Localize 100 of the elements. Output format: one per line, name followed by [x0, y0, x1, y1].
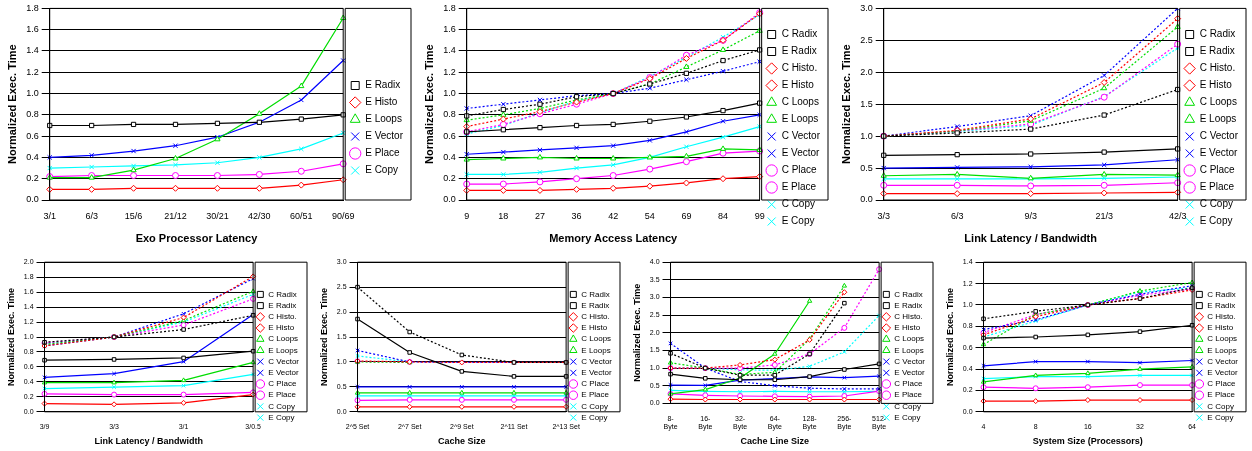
- x-tick-label: 69: [681, 210, 692, 221]
- y-tick-label: 1.2: [443, 66, 456, 77]
- y-axis-title: Normalized Exec. Time: [5, 44, 18, 165]
- y-tick-label: 1.0: [860, 130, 873, 141]
- x-tick-label: 27: [534, 210, 545, 221]
- y-axis-title: Normalized Exec. Time: [944, 288, 955, 386]
- legend-label: C Radix: [1207, 289, 1236, 299]
- legend-label: E Copy: [581, 412, 608, 422]
- y-tick-label: 1.8: [26, 2, 39, 13]
- x-tick-label: 3/1: [43, 210, 56, 221]
- x-axis-title: System Size (Processors): [1032, 436, 1143, 447]
- x-tick-label: 42/3: [1168, 210, 1187, 221]
- legend-label: C Radix: [268, 289, 297, 299]
- legend-label: E Loops: [581, 345, 611, 355]
- x-tick-label: 30/21: [206, 210, 229, 221]
- y-axis-title: Normalized Exec. Time: [839, 44, 852, 165]
- legend-label: C Loops: [581, 334, 612, 344]
- x-tick-label: 36: [571, 210, 582, 221]
- legend-label: E Histo: [781, 79, 815, 91]
- legend-label: C Loops: [268, 334, 299, 344]
- legend-label: E Histo: [581, 323, 608, 333]
- x-axis-title: Link Latency / Bandwidth: [94, 436, 204, 447]
- legend-label: E Place: [581, 390, 610, 400]
- legend-label: C Loops: [1207, 334, 1238, 344]
- legend-label: E Loops: [1207, 345, 1237, 355]
- y-tick-label: 0.4: [26, 151, 39, 162]
- x-axis-title: Cache Line Size: [740, 436, 810, 447]
- y-tick-label: 3.0: [860, 2, 873, 13]
- legend-label: C Vector: [268, 356, 300, 366]
- y-tick-label: 0.2: [26, 173, 39, 184]
- legend-label: E Loops: [1199, 113, 1237, 125]
- legend-label: E Vector: [781, 147, 821, 159]
- x-tick-label: 15/6: [124, 210, 143, 221]
- legend-label: E Loops: [894, 345, 924, 355]
- y-tick-label: 1.2: [26, 66, 39, 77]
- x-axis-title: Memory Access Latency: [549, 232, 679, 245]
- x-tick-label: 42/30: [248, 210, 271, 221]
- y-tick-label: 2.0: [860, 66, 873, 77]
- legend-label: E Loops: [365, 113, 402, 125]
- legend-label: E Radix: [581, 300, 610, 310]
- legend-label: E Place: [1207, 390, 1236, 400]
- legend-label: C Radix: [781, 28, 818, 40]
- x-tick-label: 54: [644, 210, 655, 221]
- y-tick-label: 1.6: [26, 24, 39, 35]
- x-tick-label: 21/12: [164, 210, 187, 221]
- legend-label: C Vector: [894, 356, 926, 366]
- y-tick-label: 0.8: [26, 109, 39, 120]
- y-tick-label: 0.4: [443, 151, 456, 162]
- legend-label: C Copy: [894, 401, 922, 411]
- legend-label: C Histo.: [268, 312, 297, 321]
- legend-label: C Histo.: [1199, 62, 1236, 74]
- legend-label: E Place: [1199, 181, 1235, 193]
- y-tick-label: 1.4: [26, 45, 39, 56]
- legend-label: E Copy: [1199, 215, 1233, 227]
- legend-label: C Histo.: [581, 312, 610, 321]
- y-axis-title: Normalized Exec. Time: [631, 283, 642, 382]
- x-axis-title: Exo Processor Latency: [135, 232, 259, 245]
- legend-label: E Copy: [365, 164, 398, 176]
- y-tick-label: 0.8: [443, 109, 456, 120]
- x-tick-label: 90/69: [331, 210, 355, 221]
- legend-label: E Histo: [1199, 79, 1233, 91]
- legend-label: C Place: [1207, 379, 1236, 389]
- y-tick-label: 0.6: [443, 130, 456, 141]
- y-tick-label: 1.8: [443, 2, 456, 13]
- x-tick-label: 84: [718, 210, 729, 221]
- legend-label: C Place: [581, 379, 610, 389]
- y-axis-title: Normalized Exec. Time: [5, 288, 16, 386]
- x-tick-label: 9: [464, 210, 470, 221]
- legend-label: C Radix: [581, 289, 610, 299]
- legend-label: C Radix: [894, 289, 923, 299]
- legend-label: C Vector: [581, 356, 613, 366]
- legend-label: E Copy: [1207, 412, 1234, 422]
- legend-label: C Place: [894, 379, 923, 389]
- legend-label: E Histo: [268, 323, 295, 333]
- legend-label: C Vector: [781, 130, 821, 142]
- y-axis-title: Normalized Exec. Time: [422, 44, 435, 165]
- legend-label: C Copy: [581, 401, 609, 411]
- legend-label: C Place: [781, 164, 818, 176]
- legend-label: C Loops: [781, 96, 819, 108]
- legend-label: E Radix: [894, 300, 923, 310]
- legend-label: C Copy: [781, 198, 816, 210]
- legend-label: E Radix: [1199, 45, 1235, 57]
- legend-label: E Vector: [894, 368, 925, 377]
- y-tick-label: 0.0: [860, 194, 873, 205]
- y-tick-label: 1.0: [443, 88, 456, 99]
- legend-label: E Place: [781, 181, 817, 193]
- legend-label: C Loops: [1199, 96, 1237, 108]
- x-tick-label: 99: [754, 210, 765, 221]
- y-tick-label: 0.5: [860, 162, 873, 173]
- y-tick-label: 1.5: [860, 98, 873, 109]
- legend-label: C Vector: [1207, 356, 1239, 366]
- x-tick-label: 6/3: [950, 210, 964, 221]
- legend-label: E Vector: [365, 130, 404, 142]
- legend-label: C Copy: [1199, 198, 1234, 210]
- legend-label: E Histo: [894, 323, 921, 333]
- x-tick-label: 6/3: [85, 210, 98, 221]
- legend-label: E Radix: [365, 79, 401, 91]
- legend-label: C Vector: [1199, 130, 1239, 142]
- y-tick-label: 0.0: [443, 194, 456, 205]
- x-tick-label: 21/3: [1095, 210, 1113, 221]
